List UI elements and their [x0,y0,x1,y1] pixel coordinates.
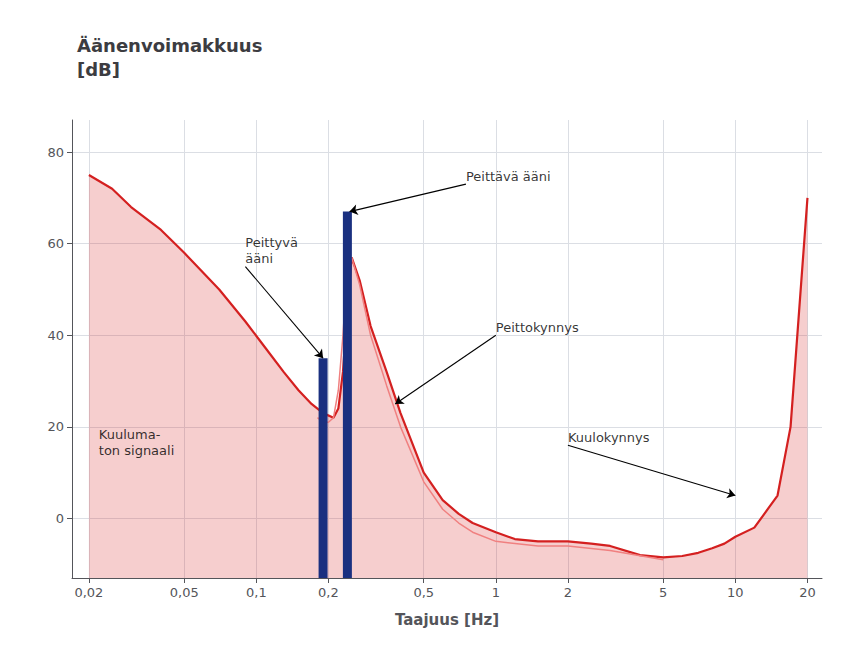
svg-text:0,5: 0,5 [413,585,434,600]
svg-text:0: 0 [56,511,64,526]
svg-text:10: 10 [727,585,744,600]
svg-text:20: 20 [47,419,64,434]
svg-text:40: 40 [47,328,64,343]
svg-text:80: 80 [47,145,64,160]
svg-text:0,05: 0,05 [170,585,199,600]
svg-text:5: 5 [659,585,667,600]
svg-text:Äänenvoimakkuus: Äänenvoimakkuus [77,35,262,56]
svg-text:Kuulokynnys: Kuulokynnys [568,430,650,445]
svg-text:0,1: 0,1 [246,585,267,600]
svg-text:Peittyvä: Peittyvä [245,235,298,250]
svg-text:Taajuus [Hz]: Taajuus [Hz] [395,611,499,629]
svg-text:Kuuluma-: Kuuluma- [99,427,161,442]
svg-text:1: 1 [492,585,500,600]
svg-text:Peittävä ääni: Peittävä ääni [466,169,551,184]
svg-text:ääni: ääni [245,251,273,266]
svg-text:0,2: 0,2 [318,585,339,600]
svg-text:Peittokynnys: Peittokynnys [496,320,579,335]
svg-text:ton signaali: ton signaali [99,443,174,458]
svg-text:[dB]: [dB] [77,59,120,80]
svg-text:20: 20 [799,585,816,600]
svg-text:60: 60 [47,236,64,251]
svg-text:0,02: 0,02 [74,585,103,600]
svg-text:2: 2 [564,585,572,600]
